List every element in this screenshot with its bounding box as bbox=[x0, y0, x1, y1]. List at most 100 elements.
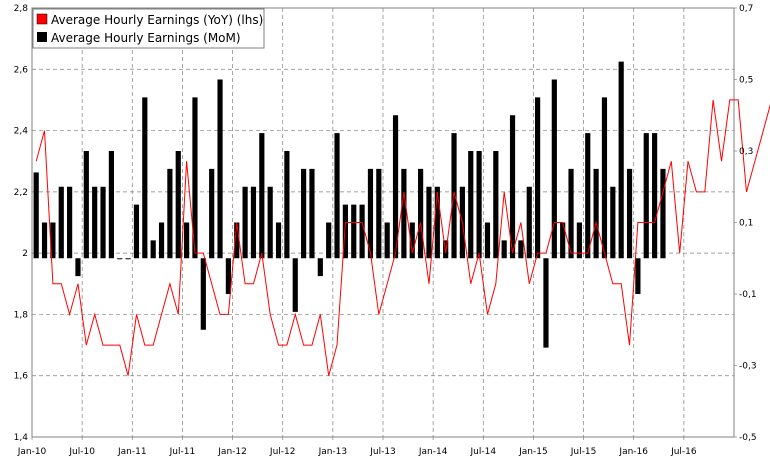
mom-bar bbox=[359, 204, 365, 259]
mom-bar bbox=[41, 222, 48, 259]
y-right-tick-label: -0,1 bbox=[739, 290, 757, 300]
mom-bar bbox=[58, 186, 64, 259]
mom-bar bbox=[301, 168, 307, 259]
legend: Average Hourly Earnings (YoY) (lhs) Aver… bbox=[32, 8, 265, 49]
mom-bar bbox=[392, 115, 399, 259]
mom-bar bbox=[476, 151, 482, 259]
x-tick-label: Jan-16 bbox=[618, 447, 648, 457]
mom-bar bbox=[108, 151, 114, 259]
yoy-line-path bbox=[35, 99, 770, 376]
mom-bar bbox=[284, 151, 290, 259]
mom-bar bbox=[209, 168, 215, 259]
mom-bar bbox=[451, 133, 457, 259]
mom-bar bbox=[501, 240, 507, 259]
x-tick-label: Jul-12 bbox=[269, 447, 296, 457]
mom-bar bbox=[468, 151, 474, 259]
mom-bar bbox=[434, 186, 440, 259]
mom-bar bbox=[593, 168, 599, 259]
mom-bars bbox=[33, 61, 666, 348]
y-left-tick-label: 2,6 bbox=[14, 65, 29, 75]
y-left-tick-label: 2,4 bbox=[14, 127, 29, 137]
y-right-tick-label: 0,3 bbox=[739, 147, 753, 157]
legend-box bbox=[32, 8, 265, 49]
y-left-tick-label: 1,8 bbox=[14, 310, 29, 320]
y-left-tick-label: 2,2 bbox=[14, 188, 28, 198]
mom-bar bbox=[200, 258, 206, 330]
mom-bar bbox=[518, 240, 524, 259]
x-tick-label: Jan-13 bbox=[318, 447, 348, 457]
mom-bar bbox=[50, 222, 56, 259]
mom-bar bbox=[560, 222, 566, 259]
x-tick-label: Jan-12 bbox=[217, 447, 247, 457]
x-tick-label: Jul-16 bbox=[670, 447, 697, 457]
x-tick-label: Jul-13 bbox=[369, 447, 396, 457]
mom-bar bbox=[225, 258, 231, 294]
mom-bar bbox=[83, 151, 89, 259]
y-right-tick-label: -0,5 bbox=[739, 433, 757, 443]
mom-bar bbox=[660, 168, 666, 259]
grid-lines bbox=[32, 8, 734, 437]
mom-bar bbox=[142, 97, 148, 259]
x-tick-label: Jan-10 bbox=[17, 447, 47, 457]
x-tick-label: Jul-15 bbox=[570, 447, 597, 457]
mom-bar bbox=[568, 168, 574, 259]
mom-bar bbox=[626, 168, 633, 259]
y-right-tick-label: -0,3 bbox=[739, 362, 757, 372]
mom-bar bbox=[384, 222, 390, 259]
mom-bar bbox=[175, 151, 181, 259]
mom-bar bbox=[275, 222, 282, 259]
mom-bar bbox=[250, 186, 257, 259]
mom-bar bbox=[426, 186, 432, 259]
mom-bar bbox=[184, 222, 190, 259]
mom-bar bbox=[192, 97, 198, 259]
mom-bar bbox=[618, 61, 624, 259]
x-tick-label: Jan-14 bbox=[418, 447, 448, 457]
y-right-tick-label: 0,1 bbox=[739, 219, 753, 229]
mom-bar bbox=[652, 133, 658, 259]
mom-bar bbox=[610, 186, 616, 259]
mom-bar bbox=[125, 258, 131, 260]
mom-bar bbox=[376, 168, 382, 259]
mom-bar bbox=[576, 222, 582, 259]
x-tick-label: Jul-11 bbox=[169, 447, 196, 457]
mom-bar bbox=[543, 258, 549, 348]
mom-bar bbox=[133, 204, 140, 259]
mom-bar bbox=[334, 133, 340, 259]
axes: 1,4 1,6 1,8 2 2,2 2,4 2,6 2,8 -0,5 -0,3 -0,1 0,1 0,3… bbox=[14, 4, 757, 457]
mom-bar bbox=[643, 133, 649, 259]
mom-bar bbox=[267, 186, 273, 259]
mom-bar bbox=[150, 240, 156, 259]
y-right-tick-label: 0,7 bbox=[739, 4, 753, 14]
mom-bar bbox=[585, 133, 591, 259]
y-left-tick-label: 2,8 bbox=[14, 4, 29, 14]
y-left-tick-label: 2 bbox=[22, 249, 28, 259]
mom-bar bbox=[418, 168, 424, 259]
mom-bar bbox=[326, 222, 332, 259]
legend-swatch-mom bbox=[37, 32, 47, 42]
yoy-line bbox=[35, 99, 770, 376]
mom-bar bbox=[158, 222, 165, 259]
mom-bar bbox=[635, 258, 641, 294]
legend-label-yoy: Average Hourly Earnings (YoY) (lhs) bbox=[51, 13, 263, 27]
mom-bar bbox=[100, 186, 106, 259]
mom-bar bbox=[292, 258, 298, 312]
mom-bar bbox=[33, 172, 39, 259]
mom-bar bbox=[401, 168, 407, 259]
mom-bar bbox=[493, 151, 499, 259]
mom-bar bbox=[526, 186, 532, 259]
mom-bar bbox=[601, 97, 608, 259]
mom-bar bbox=[242, 186, 248, 259]
mom-bar bbox=[551, 79, 557, 259]
mom-bar bbox=[259, 133, 265, 259]
mom-bar bbox=[484, 222, 491, 259]
mom-bar bbox=[92, 186, 98, 259]
mom-bar bbox=[509, 115, 516, 259]
x-tick-label: Jan-11 bbox=[117, 447, 147, 457]
mom-bar bbox=[317, 258, 323, 277]
mom-bar bbox=[234, 222, 240, 259]
mom-bar bbox=[535, 97, 541, 259]
mom-bar bbox=[217, 79, 223, 259]
y-left-tick-label: 1,4 bbox=[14, 433, 29, 443]
mom-bar bbox=[342, 204, 348, 259]
